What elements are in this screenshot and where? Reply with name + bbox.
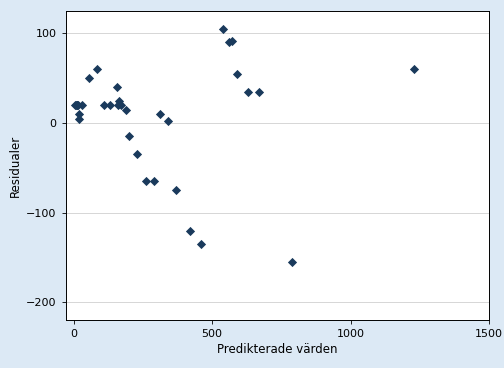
Point: [93, 66, 101, 72]
Point: [72, 102, 80, 108]
Point: [125, 134, 133, 139]
Point: [186, 228, 194, 234]
Point: [233, 71, 241, 77]
Point: [85, 75, 93, 81]
Point: [150, 178, 158, 184]
Point: [134, 152, 142, 158]
Point: [142, 178, 150, 184]
Point: [172, 187, 180, 193]
Y-axis label: Residualer: Residualer: [9, 134, 22, 197]
Point: [117, 102, 125, 108]
Point: [122, 107, 131, 113]
Point: [156, 111, 164, 117]
Point: [73, 102, 81, 108]
Point: [219, 26, 227, 32]
Point: [114, 102, 122, 108]
Point: [115, 98, 123, 103]
Point: [78, 102, 86, 108]
Point: [288, 259, 296, 265]
Point: [74, 102, 82, 108]
Point: [106, 102, 114, 108]
Point: [75, 111, 83, 117]
Point: [100, 102, 108, 108]
Point: [74, 102, 82, 108]
Point: [75, 116, 83, 121]
X-axis label: Predikterade värden: Predikterade värden: [217, 343, 338, 356]
Point: [113, 84, 121, 90]
Point: [164, 118, 172, 124]
Point: [227, 38, 235, 43]
Point: [71, 102, 79, 108]
Point: [197, 241, 205, 247]
Point: [225, 39, 233, 45]
Point: [410, 66, 418, 72]
Point: [255, 89, 263, 95]
Point: [244, 89, 252, 95]
